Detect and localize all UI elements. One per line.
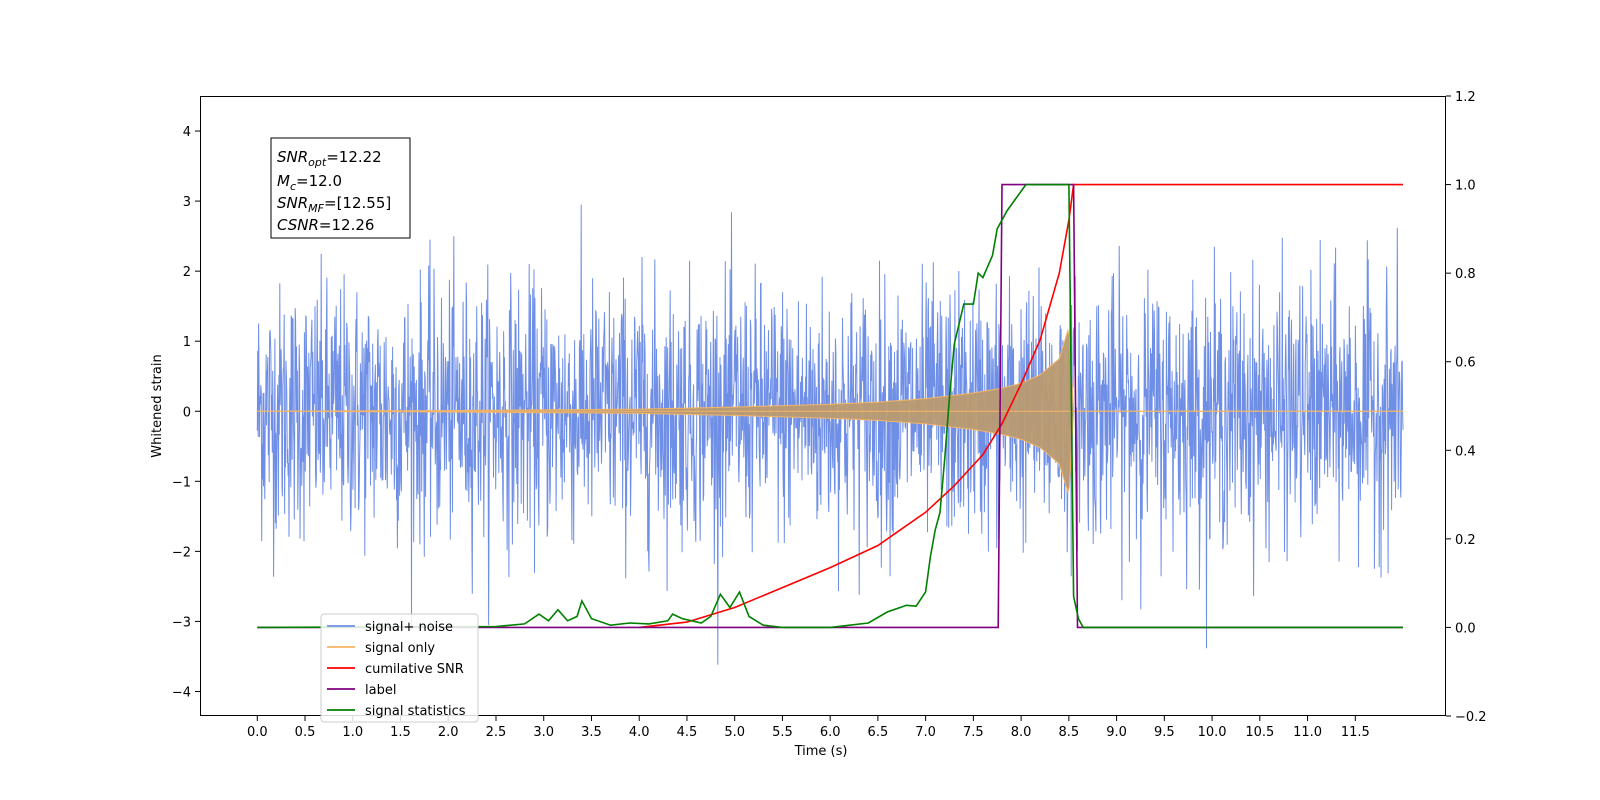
x-tick-label: 3.0 <box>533 725 554 740</box>
x-tick-label: 7.0 <box>915 725 936 740</box>
y-tick-label: 4 <box>183 125 191 140</box>
y-tick-label: −4 <box>172 685 191 700</box>
x-tick-label: 9.0 <box>1106 725 1127 740</box>
x-tick-label: 7.5 <box>963 725 984 740</box>
plot-area-frame <box>200 96 1446 716</box>
x-tick-label: 4.5 <box>677 725 698 740</box>
y-axis-left: −4 −3 −2 −1 0 1 2 3 4 <box>172 125 200 700</box>
y-tick-label: 3 <box>183 195 191 210</box>
legend-box <box>320 613 479 723</box>
csnr-annotation: CSNR=12.26 <box>277 216 374 234</box>
x-tick-label: 5.0 <box>724 725 745 740</box>
series-signal-statistics-line <box>257 183 1403 629</box>
x-tick-label: 1.0 <box>342 725 363 740</box>
x-tick-label: 6.0 <box>820 725 841 740</box>
y-tick-label: 1 <box>183 335 191 350</box>
x-tick-label: 11.0 <box>1293 725 1322 740</box>
x-tick-label: 9.5 <box>1154 725 1175 740</box>
y-right-tick-label: 0.4 <box>1455 444 1476 459</box>
x-axis-label: Time (s) <box>794 744 848 759</box>
y-right-tick-label: 1.2 <box>1455 90 1476 105</box>
x-tick-label: 6.5 <box>868 725 889 740</box>
x-tick-label: 3.5 <box>581 725 602 740</box>
y-tick-label: 2 <box>183 265 191 280</box>
mc-annotation: Mc=12.0 <box>277 172 342 193</box>
snr-mf-annotation: SNRMF=[12.55] <box>277 194 391 215</box>
series-signal-noise-line <box>256 204 1404 665</box>
x-tick-label: 8.0 <box>1011 725 1032 740</box>
y-tick-label: −3 <box>172 615 191 630</box>
y-right-tick-label: −0.2 <box>1455 710 1487 725</box>
legend-label: signal statistics <box>365 704 466 719</box>
x-tick-label: 8.5 <box>1059 725 1080 740</box>
y-tick-label: 0 <box>183 405 191 420</box>
annotation-box: SNRopt=12.22 Mc=12.0 SNRMF=[12.55] CSNR=… <box>270 137 411 239</box>
y-axis-label: Whitened strain <box>150 354 165 457</box>
x-tick-label: 1.5 <box>390 725 411 740</box>
legend: signal+ noise signal only cumilative SNR la… <box>320 613 479 723</box>
legend-label: label <box>365 683 396 698</box>
legend-label: cumilative SNR <box>365 662 464 677</box>
legend-label: signal only <box>365 641 435 656</box>
x-tick-label: 10.0 <box>1198 725 1227 740</box>
y-right-tick-label: 0.6 <box>1455 356 1476 371</box>
y-right-tick-label: 0.0 <box>1455 621 1476 636</box>
y-axis-right: −0.2 0.0 0.2 0.4 0.6 0.8 1.0 1.2 <box>1446 90 1487 725</box>
series-layer <box>256 183 1404 665</box>
x-tick-label: 5.5 <box>772 725 793 740</box>
legend-label: signal+ noise <box>365 620 453 635</box>
series-cumulative-snr-line <box>639 183 1403 629</box>
y-right-tick-label: 0.8 <box>1455 267 1476 282</box>
snr-opt-annotation: SNRopt=12.22 <box>277 148 382 169</box>
x-tick-label: 4.0 <box>629 725 650 740</box>
y-tick-label: −1 <box>172 475 191 490</box>
x-tick-label: 10.5 <box>1245 725 1274 740</box>
x-tick-label: 0.0 <box>247 725 268 740</box>
y-tick-label: −2 <box>172 545 191 560</box>
y-right-tick-label: 1.0 <box>1455 179 1476 194</box>
y-right-tick-label: 0.2 <box>1455 533 1476 548</box>
x-tick-label: 11.5 <box>1341 725 1370 740</box>
x-tick-label: 2.0 <box>438 725 459 740</box>
x-tick-label: 0.5 <box>295 725 316 740</box>
x-axis: 0.0 0.5 1.0 1.5 2.0 2.5 3.0 3.5 4.0 4.5 5.0 5.5 6.0 6… <box>247 716 1370 740</box>
x-tick-label: 2.5 <box>486 725 507 740</box>
